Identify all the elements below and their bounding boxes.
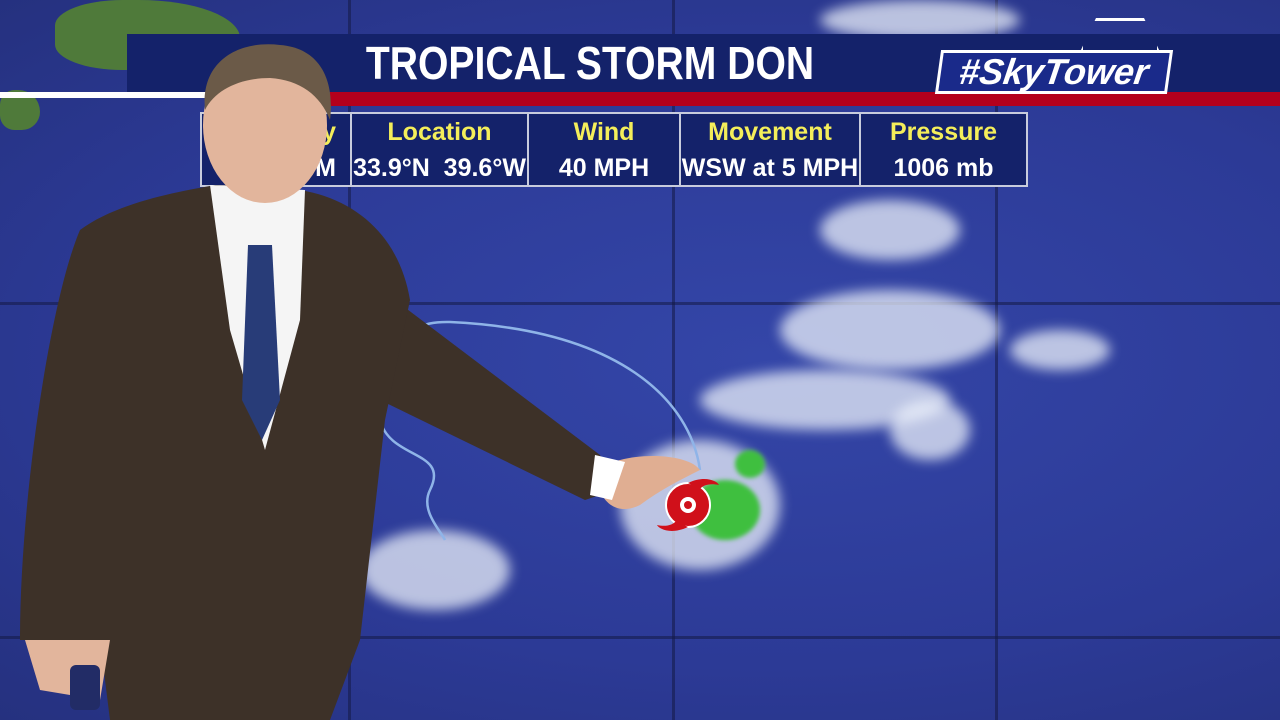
info-value: WSW at 5 MPH: [681, 154, 859, 182]
info-value: 1006 mb: [893, 154, 994, 182]
info-cell-movement: Movement WSW at 5 MPH: [681, 114, 861, 185]
cloud: [360, 530, 510, 610]
grid-line: [672, 0, 675, 720]
cloud: [820, 200, 960, 260]
info-value: M: [315, 154, 336, 182]
info-value: 33.9°N 39.6°W: [353, 154, 526, 182]
cloud: [890, 400, 970, 460]
grid-line: [0, 636, 1280, 639]
rain-area: [735, 450, 765, 478]
info-label: Movement: [708, 118, 832, 146]
meteorologist: [20, 44, 700, 720]
info-label: Pressure: [889, 118, 998, 146]
info-label: Location: [387, 118, 492, 146]
info-cell-pressure: Pressure 1006 mb: [861, 114, 1026, 185]
cloud: [780, 290, 1000, 370]
grid-line: [0, 302, 1280, 305]
white-accent-line: [0, 92, 210, 98]
page-title: TROPICAL STORM DON: [365, 37, 815, 89]
info-value: 40 MPH: [558, 154, 650, 182]
grid-line: [995, 0, 998, 720]
info-cell-location: Location 33.9°N 39.6°W: [352, 114, 529, 185]
info-label: Wind: [573, 118, 635, 146]
skytower-logo: #SkyTower: [934, 50, 1174, 94]
info-cell-wind: Wind 40 MPH: [529, 114, 681, 185]
red-accent-bar: [330, 92, 1280, 106]
tropical-storm-icon: [657, 479, 719, 531]
cloud: [820, 0, 1020, 40]
cloud: [1010, 330, 1110, 370]
